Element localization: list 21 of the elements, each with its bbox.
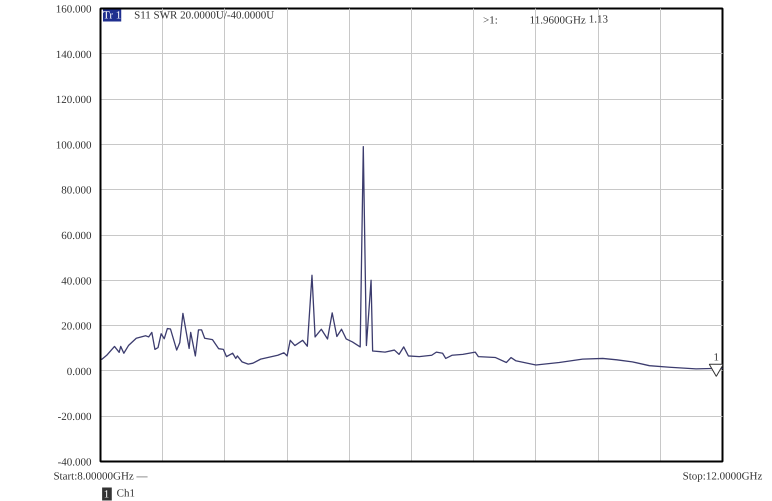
annotation: Tr 1 xyxy=(102,9,122,22)
y-tick-label: 60.000 xyxy=(61,230,92,242)
annotation: 1.13 xyxy=(588,13,609,26)
y-tick-label: 20.000 xyxy=(61,320,92,333)
y-tick-label: 80.000 xyxy=(61,184,92,197)
y-tick-label: 100.000 xyxy=(56,139,92,152)
annotation: >1: xyxy=(483,14,498,26)
text: Ch1 xyxy=(116,488,135,500)
y-tick-label: -40.000 xyxy=(58,456,92,468)
x-tick-label: Start:8.00000GHz — xyxy=(53,470,149,482)
text: 1 xyxy=(104,488,110,500)
y-tick-label: 0.000 xyxy=(66,366,92,378)
y-tick-label: 140.000 xyxy=(56,48,92,61)
y-tick-label: 40.000 xyxy=(61,275,92,288)
x-tick-label: Stop:12.0000GHz xyxy=(682,470,762,482)
annotation: S11 SWR 20.0000U/-40.0000U xyxy=(134,9,274,22)
y-tick-label: -20.000 xyxy=(58,411,92,424)
y-tick-label: 160.000 xyxy=(56,4,92,16)
y-tick-label: 120.000 xyxy=(56,94,92,106)
annotation: 1 xyxy=(714,351,720,364)
annotation: 11.9600GHz xyxy=(530,14,586,26)
